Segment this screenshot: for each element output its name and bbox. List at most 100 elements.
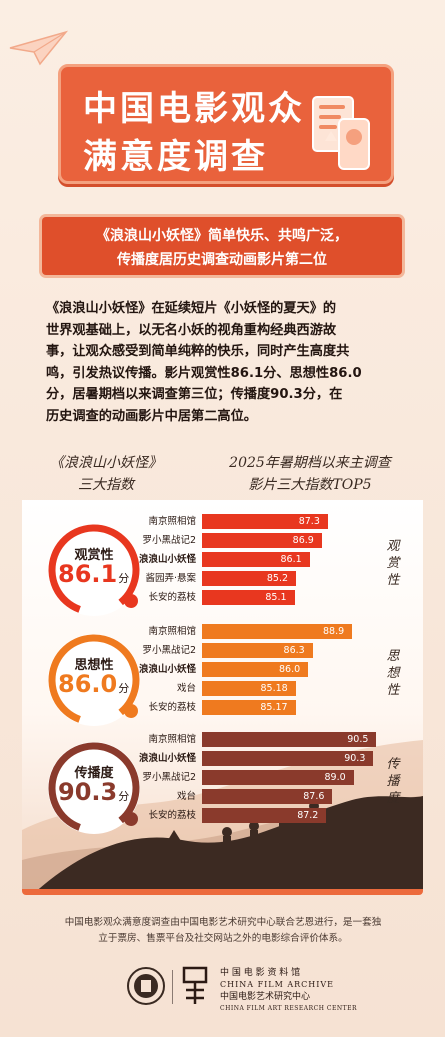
bar-value-label: 86.1 (280, 554, 302, 565)
category-label: 长安的荔枝 (148, 592, 196, 603)
category-label: 戏台 (176, 791, 196, 802)
bar-row: 罗小黑战记2 (22, 643, 202, 658)
bar-row: 南京照相馆 (22, 732, 202, 747)
intro-line: 分，居暑期档以来调查第三位；传播度90.3分，在 (46, 387, 343, 402)
page-title-line2: 满意度调查 (83, 137, 268, 177)
category-label: 罗小黑战记2 (142, 772, 196, 783)
bar-fill (202, 681, 296, 696)
bar-value-label: 86.0 (279, 664, 301, 675)
summary-banner: 《浪浪山小妖怪》简单快乐、共鸣广泛， 传播度居历史调查动画影片第二位 (42, 217, 402, 275)
category-label: 浪浪山小妖怪 (138, 664, 196, 675)
bar-fill (202, 789, 333, 804)
badge-dot (124, 812, 138, 826)
category-label: 长安的荔枝 (148, 810, 196, 821)
title-box: 中国电影观众 满意度调查 (58, 64, 394, 184)
side-label: 传播度 (384, 756, 402, 807)
badge-dot (124, 704, 138, 718)
badge-label: 思想性 (74, 658, 114, 673)
bar-value-label: 85.17 (260, 702, 288, 713)
bar-row: 酱园弄·悬案 (22, 571, 202, 586)
category-label: 浪浪山小妖怪 (138, 753, 196, 764)
bar-row: 浪浪山小妖怪 (22, 662, 202, 677)
category-label: 南京照相馆 (148, 516, 196, 527)
bar-fill (202, 770, 354, 785)
bar-value-label: 87.2 (297, 810, 319, 821)
bar-value-label: 90.5 (347, 734, 369, 745)
center-name-cn: 中国电影艺术研究中心 (220, 992, 311, 1002)
footnote: 中国电影观众满意度调查由中国电影艺术研究中心联合艺恩进行，是一套独 立于票房、售… (34, 915, 412, 947)
bar-fill (202, 751, 374, 766)
badge-dot (124, 594, 138, 608)
badge-unit: 分 (118, 572, 130, 585)
left-heading-line1: 《浪浪山小妖怪》 (50, 455, 162, 471)
badge-label: 观赏性 (74, 548, 114, 563)
bar-value-label: 89.0 (324, 772, 346, 783)
bar-row: 长安的荔枝 (22, 808, 202, 823)
footnote-line2: 立于票房、售票平台及社交网站之外的电影综合评价体系。 (98, 933, 348, 944)
archive-name-cn: 中 国 电 影 资 料 馆 (220, 968, 301, 978)
paper-plane-icon (9, 30, 69, 66)
bar-fill (202, 571, 297, 586)
side-label-char: 思 (386, 649, 400, 664)
side-label: 思想性 (384, 648, 402, 699)
badge-value: 86.0分 (58, 670, 130, 698)
bar-row: 长安的荔枝 (22, 700, 202, 715)
bar-row: 长安的荔枝 (22, 590, 202, 605)
category-label: 南京照相馆 (148, 626, 196, 637)
side-label: 观赏性 (384, 538, 402, 589)
badge-ring (48, 524, 140, 616)
badge-label: 传播度 (74, 766, 114, 781)
bar-fill (202, 552, 310, 567)
bar-fill (202, 624, 353, 639)
document-phone-icon (312, 96, 370, 170)
bar-value-label: 88.9 (322, 626, 345, 637)
bar-row: 戏台 (22, 681, 202, 696)
page-title-line1: 中国电影观众 (83, 89, 305, 129)
logo-divider (172, 970, 173, 1004)
bar-value-label: 85.2 (266, 573, 289, 584)
intro-line: 《浪浪山小妖怪》在延续短片《小妖怪的夏天》的 (46, 301, 337, 316)
right-heading-line2: 影片三大指数TOP5 (248, 477, 372, 493)
footnote-line1: 中国电影观众满意度调查由中国电影艺术研究中心联合艺恩进行，是一套独 (64, 917, 382, 928)
bar-fill (202, 590, 295, 605)
seal-icon (127, 967, 165, 1005)
category-label: 浪浪山小妖怪 (138, 554, 196, 565)
badge-ring (48, 634, 140, 726)
logo-area: 中 国 电 影 资 料 馆 CHINA FILM ARCHIVE 中国电影艺术研… (126, 962, 357, 1014)
bar-row: 南京照相馆 (22, 624, 202, 639)
bar-fill (202, 808, 327, 823)
center-name-en: CHINA FILM ART RESEARCH CENTER (220, 1005, 357, 1012)
badge-ring (48, 742, 140, 834)
bar-row: 南京照相馆 (22, 514, 202, 529)
badge-unit: 分 (118, 790, 130, 803)
bar-fill (202, 700, 296, 715)
side-label-char: 性 (386, 573, 400, 588)
score-badge-1: 思想性 86.0分 (48, 634, 140, 726)
side-label-char: 传 (386, 757, 400, 772)
film-archive-logo-icon (182, 966, 208, 1004)
bar-fill (202, 662, 309, 677)
side-label-char: 赏 (386, 556, 400, 571)
bar-row: 浪浪山小妖怪 (22, 751, 202, 766)
left-heading: 《浪浪山小妖怪》 三大指数 (36, 452, 176, 496)
badge-value: 86.1分 (58, 560, 130, 588)
bar-row: 罗小黑战记2 (22, 533, 202, 548)
archive-name-en: CHINA FILM ARCHIVE (220, 980, 335, 989)
intro-line: 世界观基础上，以无名小妖的视角重构经典西游故 (46, 322, 337, 338)
bar-value-label: 87.3 (298, 516, 320, 527)
category-label: 罗小黑战记2 (142, 645, 196, 656)
side-label-char: 播 (386, 774, 400, 789)
category-label: 长安的荔枝 (148, 702, 196, 713)
summary-banner-line2: 传播度居历史调查动画影片第二位 (117, 252, 327, 268)
score-badge-2: 传播度 90.3分 (48, 742, 140, 834)
side-label-char: 观 (386, 539, 400, 554)
left-heading-line2: 三大指数 (78, 477, 134, 493)
bar-value-label: 90.3 (344, 753, 366, 764)
logo-text: 中 国 电 影 资 料 馆 CHINA FILM ARCHIVE 中国电影艺术研… (220, 967, 357, 1015)
bar-fill (202, 533, 322, 548)
bar-row: 戏台 (22, 789, 202, 804)
bar-value-label: 85.18 (260, 683, 288, 694)
right-heading: 2025年暑期档以来主调查 影片三大指数TOP5 (210, 452, 410, 496)
chart-card: 观赏性 86.1分 南京照相馆 87.3 罗小黑战记2 86.9 浪浪山小妖怪 86.1 酱园弄… (22, 500, 423, 895)
side-label-char: 度 (386, 791, 400, 806)
